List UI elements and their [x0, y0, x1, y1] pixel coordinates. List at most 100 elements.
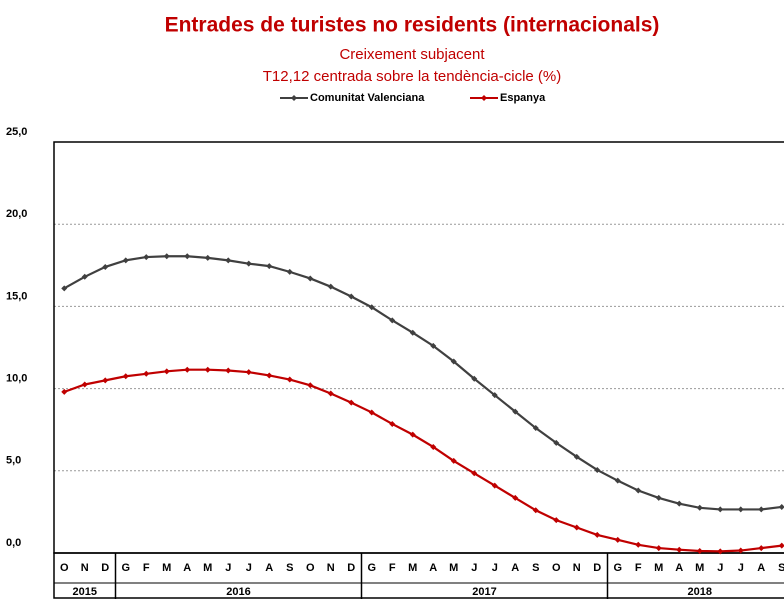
marker [102, 263, 109, 270]
y-tick-label: 10,0 [6, 373, 27, 385]
marker [717, 506, 724, 513]
marker [512, 494, 519, 501]
x-group-label: 2017 [472, 586, 496, 598]
marker [512, 408, 519, 415]
marker [696, 504, 703, 511]
marker [143, 254, 150, 261]
x-tick-label: A [265, 562, 273, 574]
y-tick-label: 0,0 [6, 537, 21, 549]
marker [122, 257, 129, 264]
marker [450, 358, 457, 365]
marker [225, 257, 232, 264]
chart-subtitle: Creixement subjacent [339, 46, 485, 63]
marker [594, 531, 601, 538]
x-group-label: 2018 [688, 586, 712, 598]
marker [430, 342, 437, 349]
marker [655, 545, 662, 552]
marker [778, 542, 784, 549]
marker [163, 368, 170, 375]
x-tick-label: N [81, 562, 89, 574]
marker [778, 503, 784, 510]
marker [635, 541, 642, 548]
x-tick-label: J [738, 562, 744, 574]
x-tick-label: M [408, 562, 417, 574]
x-tick-label: J [225, 562, 231, 574]
x-tick-label: F [389, 562, 396, 574]
x-tick-label: O [552, 562, 561, 574]
marker [491, 392, 498, 399]
marker [491, 482, 498, 489]
marker [102, 377, 109, 384]
marker [471, 470, 478, 477]
x-tick-label: N [573, 562, 581, 574]
x-tick-label: J [717, 562, 723, 574]
x-tick-label: D [593, 562, 601, 574]
marker [245, 260, 252, 267]
marker [286, 376, 293, 383]
y-tick-label: 20,0 [6, 208, 27, 220]
axis-box [53, 552, 784, 599]
marker [307, 275, 314, 282]
x-tick-label: A [675, 562, 683, 574]
x-tick-label: M [203, 562, 212, 574]
chart-subtitle: T12,12 centrada sobre la tendència-cicle… [263, 68, 562, 85]
line-series [63, 368, 782, 553]
x-tick-label: F [635, 562, 642, 574]
marker [655, 494, 662, 501]
marker [143, 370, 150, 377]
marker [204, 366, 211, 373]
marker [696, 548, 703, 555]
marker [122, 373, 129, 380]
marker [348, 293, 355, 300]
x-tick-label: O [60, 562, 69, 574]
x-tick-label: J [246, 562, 252, 574]
marker [553, 439, 560, 446]
x-tick-label: D [347, 562, 355, 574]
marker [389, 420, 396, 427]
legend-label: Espanya [500, 92, 546, 104]
marker [61, 285, 68, 292]
y-tick-label: 15,0 [6, 290, 27, 302]
line-series [63, 255, 782, 511]
x-tick-label: N [327, 562, 335, 574]
x-tick-label: A [757, 562, 765, 574]
marker [389, 317, 396, 324]
marker [532, 425, 539, 432]
x-tick-label: S [286, 562, 293, 574]
marker [327, 390, 334, 397]
marker [163, 253, 170, 260]
marker [553, 517, 560, 524]
marker [532, 507, 539, 514]
plot-frame [53, 141, 784, 554]
y-tick-label: 5,0 [6, 455, 21, 467]
x-tick-label: G [121, 562, 130, 574]
legend-marker [291, 95, 297, 101]
marker [573, 524, 580, 531]
marker [368, 409, 375, 416]
marker [81, 273, 88, 280]
chart-title: Entrades de turistes no residents (inter… [165, 14, 660, 37]
x-tick-label: S [778, 562, 784, 574]
x-tick-label: G [367, 562, 376, 574]
x-tick-label: M [449, 562, 458, 574]
marker [737, 547, 744, 554]
x-tick-label: D [101, 562, 109, 574]
marker [450, 457, 457, 464]
x-group-label: 2016 [226, 586, 250, 598]
marker [184, 366, 191, 373]
x-tick-label: S [532, 562, 539, 574]
x-tick-label: O [306, 562, 315, 574]
marker [307, 382, 314, 389]
marker [184, 253, 191, 260]
marker [614, 477, 621, 484]
x-tick-label: A [429, 562, 437, 574]
marker [717, 548, 724, 555]
marker [225, 367, 232, 374]
marker [737, 506, 744, 513]
marker [368, 304, 375, 311]
marker [266, 263, 273, 270]
marker [430, 443, 437, 450]
x-tick-label: M [162, 562, 171, 574]
marker [348, 399, 355, 406]
